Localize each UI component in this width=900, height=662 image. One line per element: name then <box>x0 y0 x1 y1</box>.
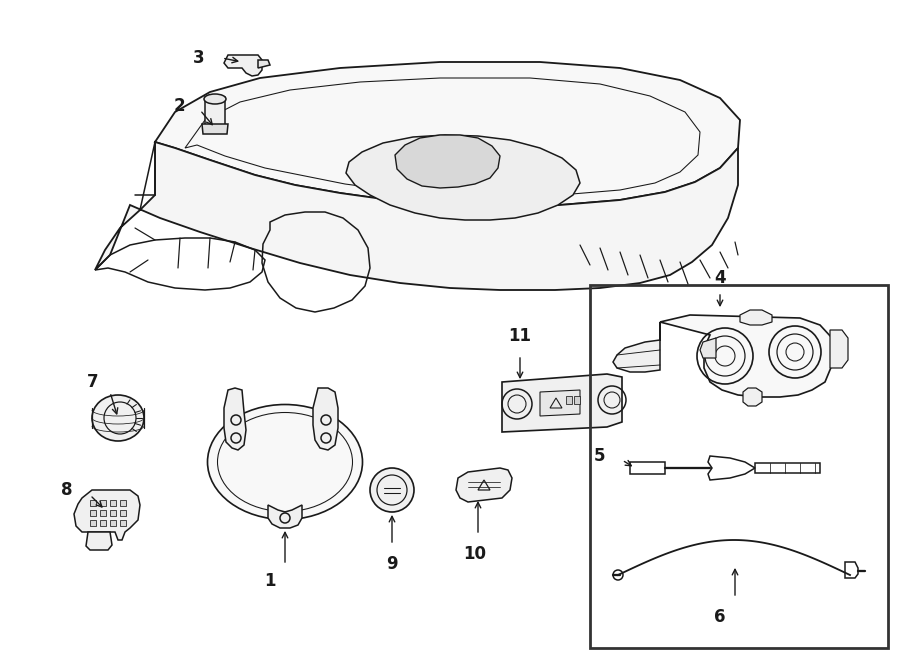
Polygon shape <box>268 505 302 528</box>
Text: 6: 6 <box>715 608 725 626</box>
Polygon shape <box>743 388 762 406</box>
Polygon shape <box>202 124 228 134</box>
Text: 8: 8 <box>60 481 72 499</box>
Polygon shape <box>110 510 116 516</box>
Polygon shape <box>700 338 716 358</box>
Polygon shape <box>90 520 96 526</box>
Polygon shape <box>540 390 580 416</box>
Text: 2: 2 <box>174 97 185 115</box>
Ellipse shape <box>208 404 363 520</box>
Polygon shape <box>120 500 126 506</box>
Polygon shape <box>346 135 580 220</box>
Polygon shape <box>613 322 660 372</box>
Polygon shape <box>86 532 112 550</box>
Polygon shape <box>740 310 772 325</box>
Polygon shape <box>100 520 106 526</box>
Text: 9: 9 <box>386 555 398 573</box>
Polygon shape <box>95 142 738 290</box>
Polygon shape <box>110 500 116 506</box>
Polygon shape <box>120 520 126 526</box>
Text: 10: 10 <box>464 545 487 563</box>
Polygon shape <box>574 396 580 404</box>
Text: 7: 7 <box>86 373 98 391</box>
Text: 1: 1 <box>265 572 275 590</box>
Polygon shape <box>155 62 740 207</box>
Bar <box>590 285 888 648</box>
Polygon shape <box>258 60 270 68</box>
Polygon shape <box>224 388 246 450</box>
Polygon shape <box>456 468 512 502</box>
Polygon shape <box>313 388 338 450</box>
Text: 3: 3 <box>194 49 205 67</box>
Ellipse shape <box>92 395 144 441</box>
Text: 4: 4 <box>715 269 725 287</box>
Polygon shape <box>205 97 225 127</box>
Text: 11: 11 <box>508 327 532 345</box>
Circle shape <box>370 468 414 512</box>
Polygon shape <box>100 500 106 506</box>
Text: 5: 5 <box>593 447 605 465</box>
Polygon shape <box>224 55 262 76</box>
Polygon shape <box>502 374 622 432</box>
Ellipse shape <box>204 94 226 104</box>
Polygon shape <box>90 510 96 516</box>
Polygon shape <box>74 490 140 540</box>
Polygon shape <box>100 510 106 516</box>
Polygon shape <box>660 315 832 397</box>
Polygon shape <box>120 510 126 516</box>
Polygon shape <box>90 500 96 506</box>
Polygon shape <box>395 135 500 188</box>
Polygon shape <box>110 520 116 526</box>
Polygon shape <box>830 330 848 368</box>
Polygon shape <box>566 396 572 404</box>
